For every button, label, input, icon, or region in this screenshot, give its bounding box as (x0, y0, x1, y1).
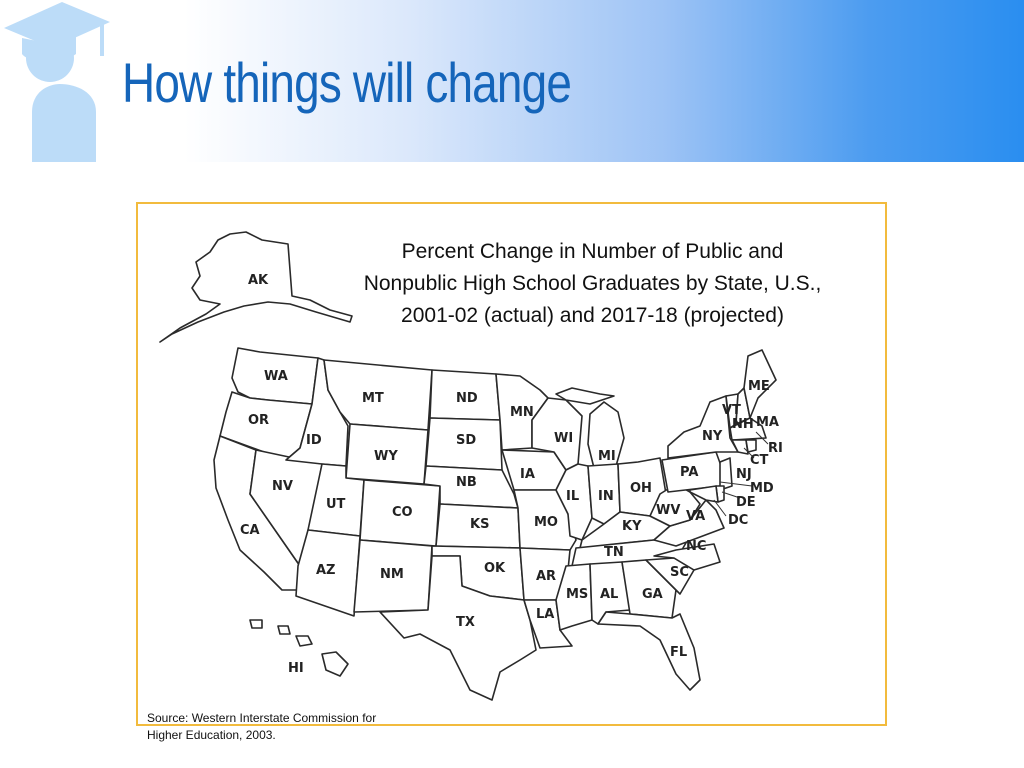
map-title-line: Percent Change in Number of Public and (401, 240, 784, 263)
state-ct (731, 439, 749, 455)
state-fl (597, 611, 701, 691)
map-title-line: 2001-02 (actual) and 2017-18 (projected) (401, 304, 784, 327)
state-label-ar: AR (536, 569, 556, 584)
state-label-hi: HI (288, 661, 304, 676)
dc-leader-line (713, 499, 727, 517)
state-mi-up (555, 387, 615, 405)
state-label-va: VA (686, 509, 705, 524)
de-leader-line (721, 491, 741, 499)
state-hi (321, 651, 349, 677)
state-label-nd: ND (456, 391, 478, 406)
state-label-tx: TX (456, 615, 475, 630)
state-label-md: MD (750, 481, 774, 496)
state-label-ia: IA (520, 467, 535, 482)
state-label-me: ME (748, 379, 770, 394)
state-label-mt: MT (362, 391, 384, 406)
state-label-ut: UT (326, 497, 346, 512)
state-label-mn: MN (510, 405, 534, 420)
state-label-nb: NB (456, 475, 477, 490)
state-label-wy: WY (374, 449, 398, 464)
state-label-ma: MA (756, 415, 779, 430)
state-label-sd: SD (456, 433, 476, 448)
source-line: Source: Western Interstate Commission fo… (147, 711, 377, 725)
state-label-il: IL (566, 489, 579, 504)
state-mi (587, 401, 625, 469)
graduate-cap-person-icon (4, 2, 110, 162)
state-label-ks: KS (470, 517, 489, 532)
state-tx (379, 555, 537, 701)
state-label-fl: FL (670, 645, 687, 660)
state-label-nh: NH (732, 417, 754, 432)
state-hi-oahu (277, 625, 291, 635)
map-title-line: Nonpublic High School Graduates by State… (363, 272, 822, 295)
ct-leader-line (743, 447, 755, 459)
state-label-nc: NC (686, 539, 706, 554)
state-label-ok: OK (484, 561, 506, 576)
state-labels: AK HI WA OR CA NV ID MT WY UT CO AZ NM N… (240, 273, 783, 676)
state-label-la: LA (536, 607, 554, 622)
state-nc (653, 543, 721, 571)
state-label-wi: WI (554, 431, 573, 446)
state-hi-kauai (249, 619, 263, 629)
state-label-dc: DC (728, 513, 748, 528)
state-md (689, 485, 719, 503)
state-label-ga: GA (642, 587, 663, 602)
source-note: Source: Western Interstate Commission fo… (147, 710, 447, 744)
state-ga (621, 559, 677, 619)
state-label-in: IN (598, 489, 614, 504)
state-label-oh: OH (630, 481, 652, 496)
state-hi-maui (295, 635, 313, 647)
state-label-ri: RI (768, 441, 783, 456)
state-label-vt: VT (722, 403, 741, 418)
state-label-de: DE (736, 495, 756, 510)
state-label-ca: CA (240, 523, 260, 538)
state-az (295, 529, 361, 617)
state-label-id: ID (306, 433, 322, 448)
state-label-az: AZ (316, 563, 336, 578)
map-title: Percent Change in Number of Public and N… (305, 236, 880, 332)
header-banner: How things will change (0, 0, 1024, 162)
state-label-nm: NM (380, 567, 404, 582)
state-label-nv: NV (272, 479, 293, 494)
state-label-ak: AK (248, 273, 269, 288)
state-label-nj: NJ (736, 467, 752, 482)
state-label-pa: PA (680, 465, 698, 480)
state-label-wa: WA (264, 369, 288, 384)
state-label-sc: SC (670, 565, 689, 580)
md-leader-line (719, 481, 753, 487)
state-ri (745, 439, 757, 453)
state-ak (159, 231, 353, 343)
state-label-al: AL (600, 587, 618, 602)
state-ma (729, 417, 767, 441)
state-label-ms: MS (566, 587, 588, 602)
state-label-mi: MI (598, 449, 616, 464)
state-label-wv: WV (656, 503, 680, 518)
state-label-mo: MO (534, 515, 558, 530)
state-label-co: CO (392, 505, 413, 520)
state-label-or: OR (248, 413, 269, 428)
state-label-tn: TN (604, 545, 624, 560)
page-title: How things will change (122, 51, 572, 114)
source-line: Higher Education, 2003. (147, 728, 276, 742)
state-label-ky: KY (622, 519, 642, 534)
state-label-ct: CT (750, 453, 769, 468)
ri-leader-line (755, 431, 769, 445)
state-label-ny: NY (702, 429, 723, 444)
